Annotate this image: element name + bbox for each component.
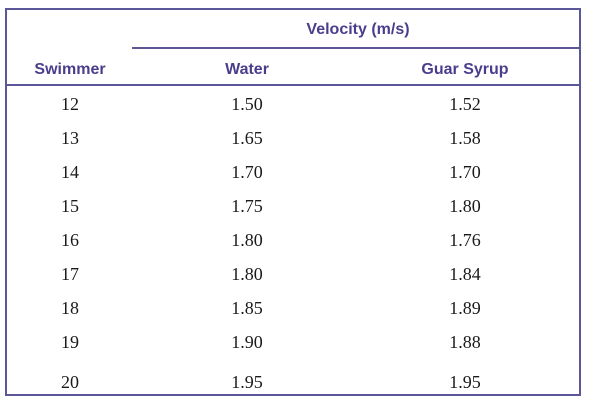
column-header-water: Water: [225, 61, 269, 78]
table-row: 18 1.85 1.89: [7, 292, 579, 326]
swimmer-cell: 18: [61, 298, 79, 318]
guar-syrup-velocity-cell: 1.76: [449, 230, 481, 250]
water-velocity-cell: 1.70: [231, 162, 263, 182]
table-row: 13 1.65 1.58: [7, 122, 579, 156]
water-velocity-cell: 1.90: [231, 332, 263, 352]
header-rule: [7, 84, 579, 86]
swimmer-cell: 15: [61, 196, 79, 216]
table-row: 17 1.80 1.84: [7, 258, 579, 292]
table-row: 15 1.75 1.80: [7, 190, 579, 224]
velocity-group-header: Velocity (m/s): [306, 21, 410, 38]
table-row: 16 1.80 1.76: [7, 224, 579, 258]
water-velocity-cell: 1.75: [231, 196, 263, 216]
guar-syrup-velocity-cell: 1.88: [449, 332, 481, 352]
guar-syrup-velocity-cell: 1.70: [449, 162, 481, 182]
column-header-guar-syrup: Guar Syrup: [421, 61, 509, 78]
swimmer-cell: 12: [61, 94, 79, 114]
table-row: 19 1.90 1.88: [7, 326, 579, 360]
data-table: Velocity (m/s) Swimmer Water Guar Syrup …: [5, 8, 581, 396]
table-body: 12 1.50 1.52 13 1.65 1.58 14 1.70 1.70 1…: [7, 88, 579, 400]
guar-syrup-velocity-cell: 1.84: [449, 264, 481, 284]
water-velocity-cell: 1.80: [231, 230, 263, 250]
guar-syrup-velocity-cell: 1.80: [449, 196, 481, 216]
water-velocity-cell: 1.80: [231, 264, 263, 284]
swimmer-cell: 17: [61, 264, 79, 284]
group-header-rule: [132, 47, 581, 49]
swimmer-cell: 20: [61, 372, 79, 392]
swimmer-cell: 16: [61, 230, 79, 250]
swimmer-cell: 13: [61, 128, 79, 148]
water-velocity-cell: 1.85: [231, 298, 263, 318]
swimmer-cell: 14: [61, 162, 79, 182]
table-row: 20 1.95 1.95: [7, 360, 579, 400]
table-row: 12 1.50 1.52: [7, 88, 579, 122]
table-row: 14 1.70 1.70: [7, 156, 579, 190]
column-header-swimmer: Swimmer: [34, 61, 106, 78]
guar-syrup-velocity-cell: 1.58: [449, 128, 481, 148]
table-header: Velocity (m/s) Swimmer Water Guar Syrup: [7, 10, 581, 86]
water-velocity-cell: 1.50: [231, 94, 263, 114]
water-velocity-cell: 1.95: [231, 372, 263, 392]
water-velocity-cell: 1.65: [231, 128, 263, 148]
guar-syrup-velocity-cell: 1.95: [449, 372, 481, 392]
guar-syrup-velocity-cell: 1.52: [449, 94, 481, 114]
guar-syrup-velocity-cell: 1.89: [449, 298, 481, 318]
swimmer-cell: 19: [61, 332, 79, 352]
